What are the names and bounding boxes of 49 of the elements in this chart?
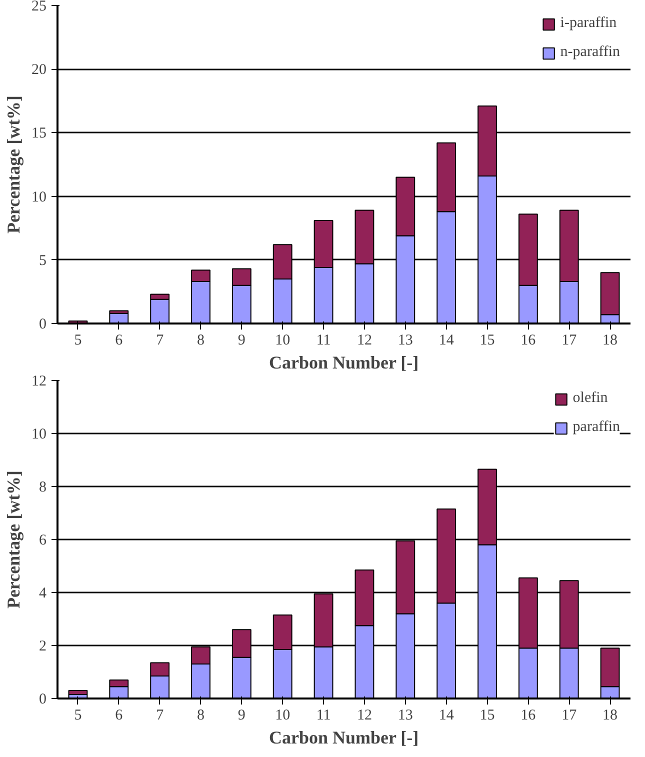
x-tick-label: 15 [480, 708, 495, 724]
x-tick-label: 10 [275, 708, 290, 724]
x-tick-label: 13 [398, 708, 413, 724]
y-tick-label: 8 [39, 480, 46, 496]
legend-label: i-paraffin [560, 15, 617, 32]
x-tick-label: 11 [316, 708, 331, 724]
x-tick-label: 6 [115, 332, 124, 348]
y-tick-label: 15 [32, 126, 46, 142]
x-tick-label: 16 [520, 708, 536, 724]
x-tick-label: 7 [156, 708, 164, 724]
y-tick-label: 12 [32, 374, 46, 390]
x-tick-label: 18 [602, 708, 618, 724]
y-axis-title: Percentage [wt%] [4, 470, 24, 609]
y-tick-label: 5 [39, 252, 46, 269]
x-tick-label: 5 [74, 708, 82, 724]
x-tick-label: 8 [197, 708, 204, 724]
y-axis-title: Percentage [wt%] [4, 95, 24, 234]
x-axis-title: Carbon Number [-] [269, 728, 419, 748]
y-tick-label: 25 [32, 0, 46, 14]
y-tick-label: 4 [39, 586, 47, 602]
y-tick-label: 0 [39, 692, 46, 708]
x-tick-label: 5 [74, 332, 82, 348]
y-tick-label: 2 [39, 638, 46, 654]
x-tick-label: 15 [480, 332, 495, 348]
y-tick-label: 10 [32, 189, 46, 206]
x-tick-label: 12 [356, 332, 372, 348]
legend-label: n-paraffin [560, 44, 620, 61]
x-tick-label: 9 [238, 332, 246, 348]
x-tick-label: 13 [398, 332, 413, 348]
y-tick-label: 20 [32, 62, 46, 78]
x-axis-title: Carbon Number [-] [269, 352, 419, 372]
y-tick-label: 10 [32, 426, 46, 442]
y-tick-label: 6 [39, 532, 47, 548]
x-tick-label: 17 [562, 708, 578, 724]
y-tick-label: 0 [39, 316, 46, 332]
x-tick-label: 12 [356, 708, 372, 724]
x-tick-label: 14 [438, 332, 454, 348]
x-tick-label: 16 [520, 332, 536, 348]
x-tick-label: 10 [275, 332, 290, 348]
x-tick-label: 8 [197, 332, 204, 348]
legend-label: olefin [572, 390, 608, 407]
x-tick-label: 9 [238, 708, 246, 724]
legend-label: paraffin [572, 419, 620, 436]
x-tick-label: 6 [115, 708, 124, 724]
x-tick-label: 17 [562, 332, 578, 348]
x-tick-label: 14 [438, 708, 454, 724]
x-tick-label: 18 [602, 332, 618, 348]
x-tick-label: 11 [316, 332, 331, 348]
x-tick-label: 7 [156, 332, 164, 348]
